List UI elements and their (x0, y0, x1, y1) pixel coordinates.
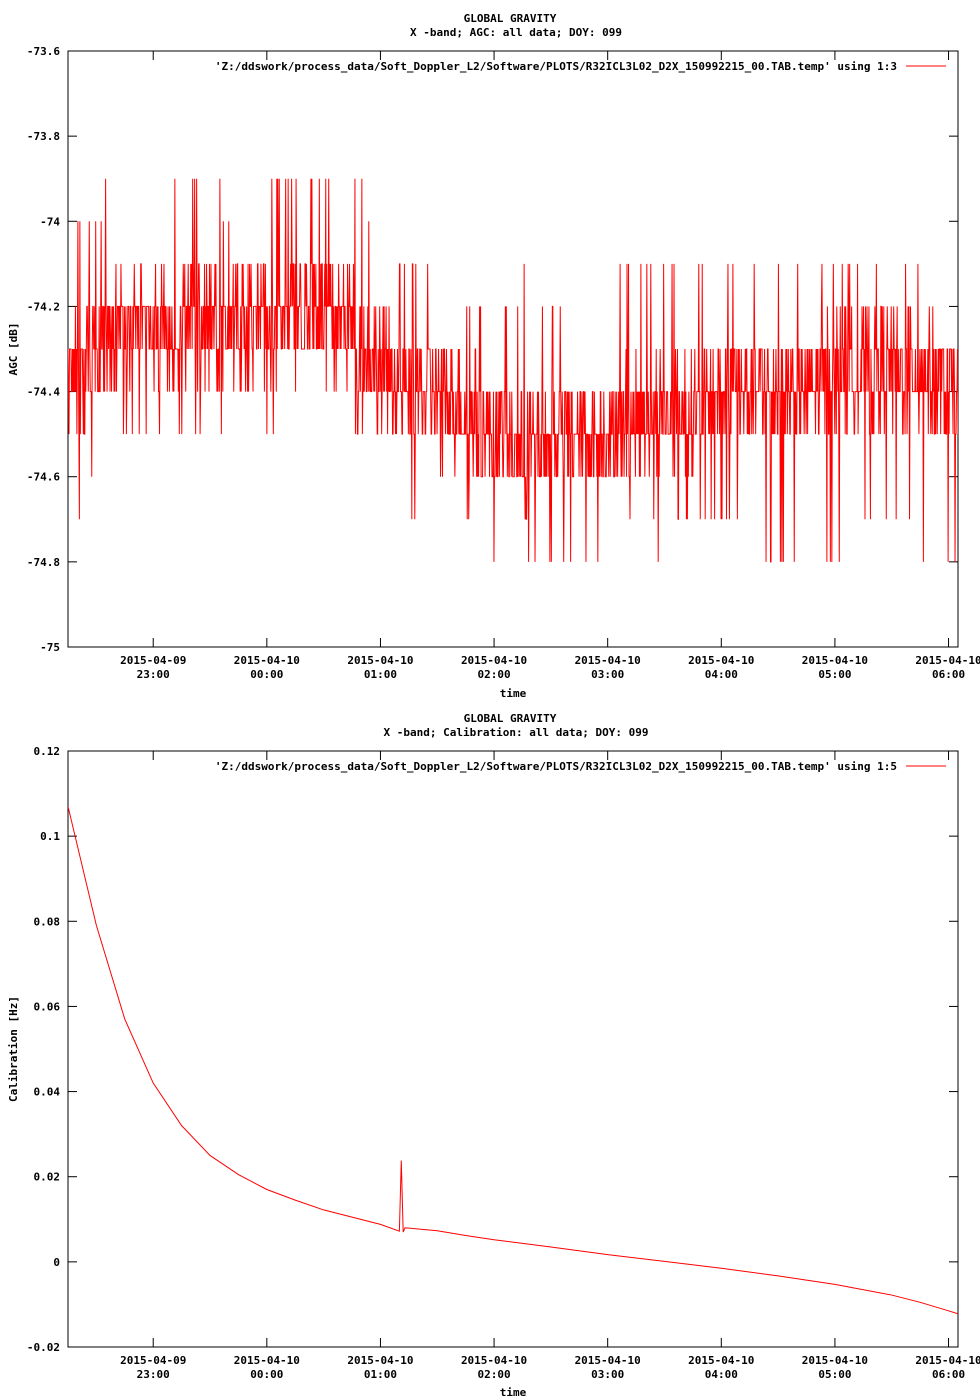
legend-label: 'Z:/ddswork/process_data/Soft_Doppler_L2… (215, 760, 897, 773)
data-series-line (68, 806, 958, 1315)
x-tick-time-label: 00:00 (250, 1368, 283, 1381)
y-tick-label: -73.8 (27, 130, 60, 143)
y-tick-label: 0 (53, 1256, 60, 1269)
y-axis-label: AGC [dB] (7, 323, 20, 376)
chart-title: GLOBAL GRAVITY (464, 12, 557, 25)
y-tick-label: -74.2 (27, 300, 60, 313)
y-tick-label: 0.08 (34, 915, 61, 928)
x-tick-time-label: 03:00 (591, 1368, 624, 1381)
x-tick-date-label: 2015-04-09 (120, 1354, 186, 1367)
x-tick-time-label: 23:00 (137, 1368, 170, 1381)
legend-label: 'Z:/ddswork/process_data/Soft_Doppler_L2… (215, 60, 897, 73)
x-tick-time-label: 06:00 (932, 1368, 965, 1381)
y-tick-label: -75 (40, 641, 60, 654)
chart-title: GLOBAL GRAVITY (464, 712, 557, 725)
chart-subtitle: X -band; AGC: all data; DOY: 099 (410, 26, 622, 39)
plot-frame (67, 750, 959, 1348)
x-tick-time-label: 02:00 (478, 1368, 511, 1381)
x-tick-date-label: 2015-04-10 (688, 1354, 754, 1367)
x-tick-time-label: 01:00 (364, 1368, 397, 1381)
x-tick-time-label: 04:00 (705, 668, 738, 681)
chart-subtitle: X -band; Calibration: all data; DOY: 099 (384, 726, 649, 739)
y-tick-label: -0.02 (27, 1341, 60, 1354)
x-tick-time-label: 23:00 (137, 668, 170, 681)
x-tick-time-label: 02:00 (478, 668, 511, 681)
x-tick-date-label: 2015-04-10 (575, 1354, 641, 1367)
x-tick-date-label: 2015-04-10 (802, 1354, 868, 1367)
x-tick-date-label: 2015-04-10 (461, 1354, 527, 1367)
x-tick-time-label: 03:00 (591, 668, 624, 681)
x-tick-time-label: 01:00 (364, 668, 397, 681)
x-axis-label: time (500, 687, 527, 700)
x-tick-date-label: 2015-04-10 (915, 654, 980, 667)
y-tick-label: 0.12 (34, 745, 61, 758)
x-tick-time-label: 05:00 (818, 1368, 851, 1381)
x-tick-date-label: 2015-04-10 (575, 654, 641, 667)
y-tick-label: 0.1 (40, 830, 60, 843)
y-axis-label: Calibration [Hz] (7, 996, 20, 1102)
y-tick-label: 0.04 (34, 1086, 61, 1099)
y-tick-label: -73.6 (27, 45, 60, 58)
y-tick-label: 0.02 (34, 1171, 61, 1184)
x-tick-date-label: 2015-04-10 (915, 1354, 980, 1367)
data-series-line (68, 178, 958, 563)
x-tick-date-label: 2015-04-10 (347, 654, 413, 667)
x-tick-date-label: 2015-04-10 (234, 654, 300, 667)
x-tick-date-label: 2015-04-10 (688, 654, 754, 667)
x-tick-date-label: 2015-04-10 (461, 654, 527, 667)
y-tick-label: 0.06 (34, 1000, 61, 1013)
y-tick-label: -74.6 (27, 471, 60, 484)
y-tick-label: -74.8 (27, 556, 60, 569)
x-tick-date-label: 2015-04-10 (234, 1354, 300, 1367)
x-tick-date-label: 2015-04-09 (120, 654, 186, 667)
y-tick-label: -74 (40, 215, 60, 228)
x-tick-time-label: 00:00 (250, 668, 283, 681)
x-tick-date-label: 2015-04-10 (802, 654, 868, 667)
x-tick-time-label: 05:00 (818, 668, 851, 681)
x-tick-time-label: 04:00 (705, 1368, 738, 1381)
y-tick-label: -74.4 (27, 386, 60, 399)
x-tick-time-label: 06:00 (932, 668, 965, 681)
x-axis-label: time (500, 1386, 527, 1399)
x-tick-date-label: 2015-04-10 (347, 1354, 413, 1367)
